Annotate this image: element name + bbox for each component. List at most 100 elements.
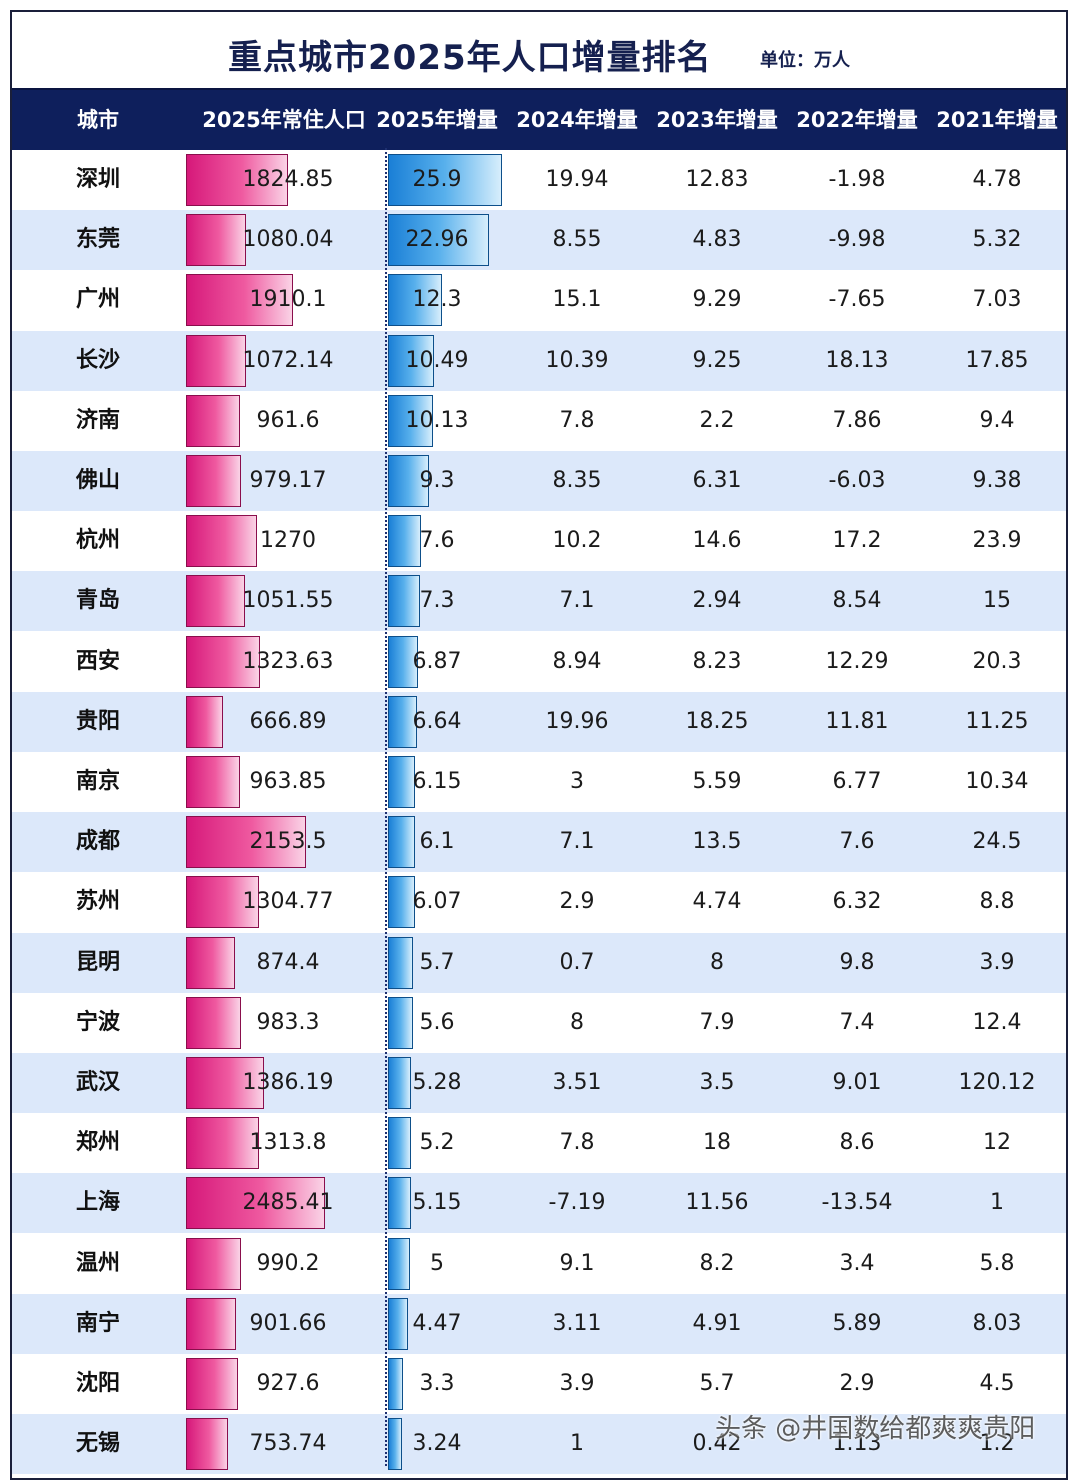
inc-2024-value: 8.35 xyxy=(552,468,602,493)
inc-2025-value: 5.28 xyxy=(412,1070,462,1095)
inc-2025-value: 5 xyxy=(430,1250,444,1276)
inc-2021-value: 8.8 xyxy=(979,889,1015,915)
inc-2021-value: 5.32 xyxy=(972,227,1022,253)
population-bar xyxy=(186,695,224,748)
table-row: 南京 963.85 6.15 3 5.59 6.77 10.34 xyxy=(12,752,1066,812)
table-row: 贵阳 666.89 6.64 19.96 18.25 11.81 11.25 xyxy=(12,691,1066,752)
pop-2025-value: 927.6 xyxy=(256,1371,320,1396)
population-bar xyxy=(186,334,246,387)
inc-2025-value: 12.3 xyxy=(412,287,462,313)
inc-2025-value: 6.15 xyxy=(412,769,462,794)
city-name: 南京 xyxy=(75,769,120,794)
inc-2024-value: 3.11 xyxy=(552,1310,602,1336)
pop-2025-value: 1270 xyxy=(260,528,316,554)
inc-2021-value: 4.5 xyxy=(979,1371,1015,1396)
inc-2021-value: 10.34 xyxy=(965,769,1029,794)
inc-2025-value: 4.47 xyxy=(412,1310,462,1336)
table-row: 杭州 1270 7.6 10.2 14.6 17.2 23.9 xyxy=(12,511,1066,572)
page-title: 重点城市2025年人口增量排名 xyxy=(228,38,712,78)
increment-bar xyxy=(388,334,435,387)
inc-2022-value: 17.2 xyxy=(832,528,882,554)
inc-2024-value: 1 xyxy=(570,1431,584,1457)
inc-2025-value: 7.6 xyxy=(419,528,455,554)
inc-2021-value: 4.78 xyxy=(972,167,1022,192)
population-bar xyxy=(186,515,258,568)
inc-2025-value: 5.15 xyxy=(412,1190,462,1216)
table-row: 武汉 1386.19 5.28 3.51 3.5 9.01 120.12 xyxy=(12,1053,1066,1113)
inc-2024-value: 8 xyxy=(570,1009,584,1035)
inc-2022-value: 9.01 xyxy=(832,1070,882,1095)
inc-2022-value: 18.13 xyxy=(825,347,889,373)
inc-2025-value: 9.3 xyxy=(419,468,455,493)
increment-bar xyxy=(388,1237,410,1290)
inc-2021-value: 11.25 xyxy=(965,708,1029,734)
inc-2022-value: 8.6 xyxy=(839,1130,875,1156)
increment-bar xyxy=(388,274,443,327)
pop-2025-value: 666.89 xyxy=(249,708,327,734)
inc-2021-value: 24.5 xyxy=(972,829,1022,855)
pop-2025-value: 983.3 xyxy=(256,1009,320,1035)
inc-2025-value: 3.3 xyxy=(419,1371,455,1396)
population-bar xyxy=(186,575,245,628)
increment-bar xyxy=(388,455,429,507)
inc-2021-value: 7.03 xyxy=(972,287,1022,313)
inc-2022-value: 8.54 xyxy=(832,588,882,614)
city-name: 沈阳 xyxy=(75,1371,120,1396)
pop-2025-value: 963.85 xyxy=(249,769,327,794)
inc-2022-value: 3.4 xyxy=(839,1250,875,1276)
inc-2025-value: 10.49 xyxy=(405,347,469,373)
increment-bar xyxy=(388,575,421,628)
inc-2024-value: 3 xyxy=(570,769,584,794)
table-row: 济南 961.6 10.13 7.8 2.2 7.86 9.4 xyxy=(12,390,1066,451)
inc-2024-value: 3.51 xyxy=(552,1070,602,1095)
inc-2024-value: 15.1 xyxy=(552,287,602,313)
inc-2022-value: -1.98 xyxy=(828,167,886,192)
inc-2023-value: 18 xyxy=(703,1130,731,1156)
inc-2025-value: 5.7 xyxy=(419,949,455,975)
table-row: 东莞 1080.04 22.96 8.55 4.83 -9.98 5.32 xyxy=(12,210,1066,271)
inc-2024-value: 9.1 xyxy=(559,1250,595,1276)
city-name: 济南 xyxy=(75,407,120,433)
inc-2021-value: 1 xyxy=(990,1190,1004,1216)
inc-2023-value: 7.9 xyxy=(699,1009,735,1035)
header-pop-2025: 2025年常住人口 xyxy=(202,108,366,132)
city-name: 杭州 xyxy=(75,528,120,554)
city-name: 无锡 xyxy=(75,1431,120,1457)
inc-2021-value: 5.8 xyxy=(979,1250,1015,1276)
pop-2025-value: 961.6 xyxy=(256,407,320,433)
watermark: 头条 @井国数给都爽爽贵阳 xyxy=(715,1414,1036,1444)
city-name: 成都 xyxy=(75,829,120,855)
inc-2023-value: 14.6 xyxy=(692,528,742,554)
unit-label: 单位：万人 xyxy=(760,50,850,71)
city-name: 温州 xyxy=(75,1250,120,1276)
inc-2025-value: 22.96 xyxy=(405,227,469,253)
inc-2025-value: 5.6 xyxy=(419,1009,455,1035)
header-inc-2024: 2024年增量 xyxy=(516,108,638,132)
increment-bar xyxy=(388,1057,412,1109)
table-row: 郑州 1313.8 5.2 7.8 18 8.6 12 xyxy=(12,1113,1066,1174)
inc-2024-value: 2.9 xyxy=(559,889,595,915)
increment-bar xyxy=(388,1358,403,1410)
inc-2025-value: 6.1 xyxy=(419,829,455,855)
inc-2022-value: 11.81 xyxy=(825,708,889,734)
inc-2021-value: 20.3 xyxy=(972,648,1022,674)
inc-2023-value: 0.42 xyxy=(692,1431,742,1457)
column-divider xyxy=(385,148,387,1466)
title-bar: 重点城市2025年人口增量排名 单位：万人 xyxy=(12,12,1066,88)
inc-2023-value: 9.29 xyxy=(692,287,742,313)
inc-2023-value: 2.2 xyxy=(699,407,735,433)
inc-2023-value: 5.7 xyxy=(699,1371,735,1396)
inc-2025-value: 6.07 xyxy=(412,889,462,915)
city-name: 佛山 xyxy=(75,468,120,493)
inc-2021-value: 15 xyxy=(983,588,1011,614)
table-header: 城市 2025年常住人口 2025年增量 2024年增量 2023年增量 202… xyxy=(12,88,1066,150)
inc-2021-value: 3.9 xyxy=(979,949,1015,975)
inc-2024-value: 7.1 xyxy=(559,829,595,855)
inc-2025-value: 6.64 xyxy=(412,708,462,734)
table-row: 成都 2153.5 6.1 7.1 13.5 7.6 24.5 xyxy=(12,812,1066,873)
inc-2023-value: 12.83 xyxy=(685,167,749,192)
city-name: 西安 xyxy=(75,648,120,674)
inc-2022-value: 7.4 xyxy=(839,1009,875,1035)
inc-2024-value: 7.8 xyxy=(559,1130,595,1156)
increment-bar xyxy=(388,635,419,688)
